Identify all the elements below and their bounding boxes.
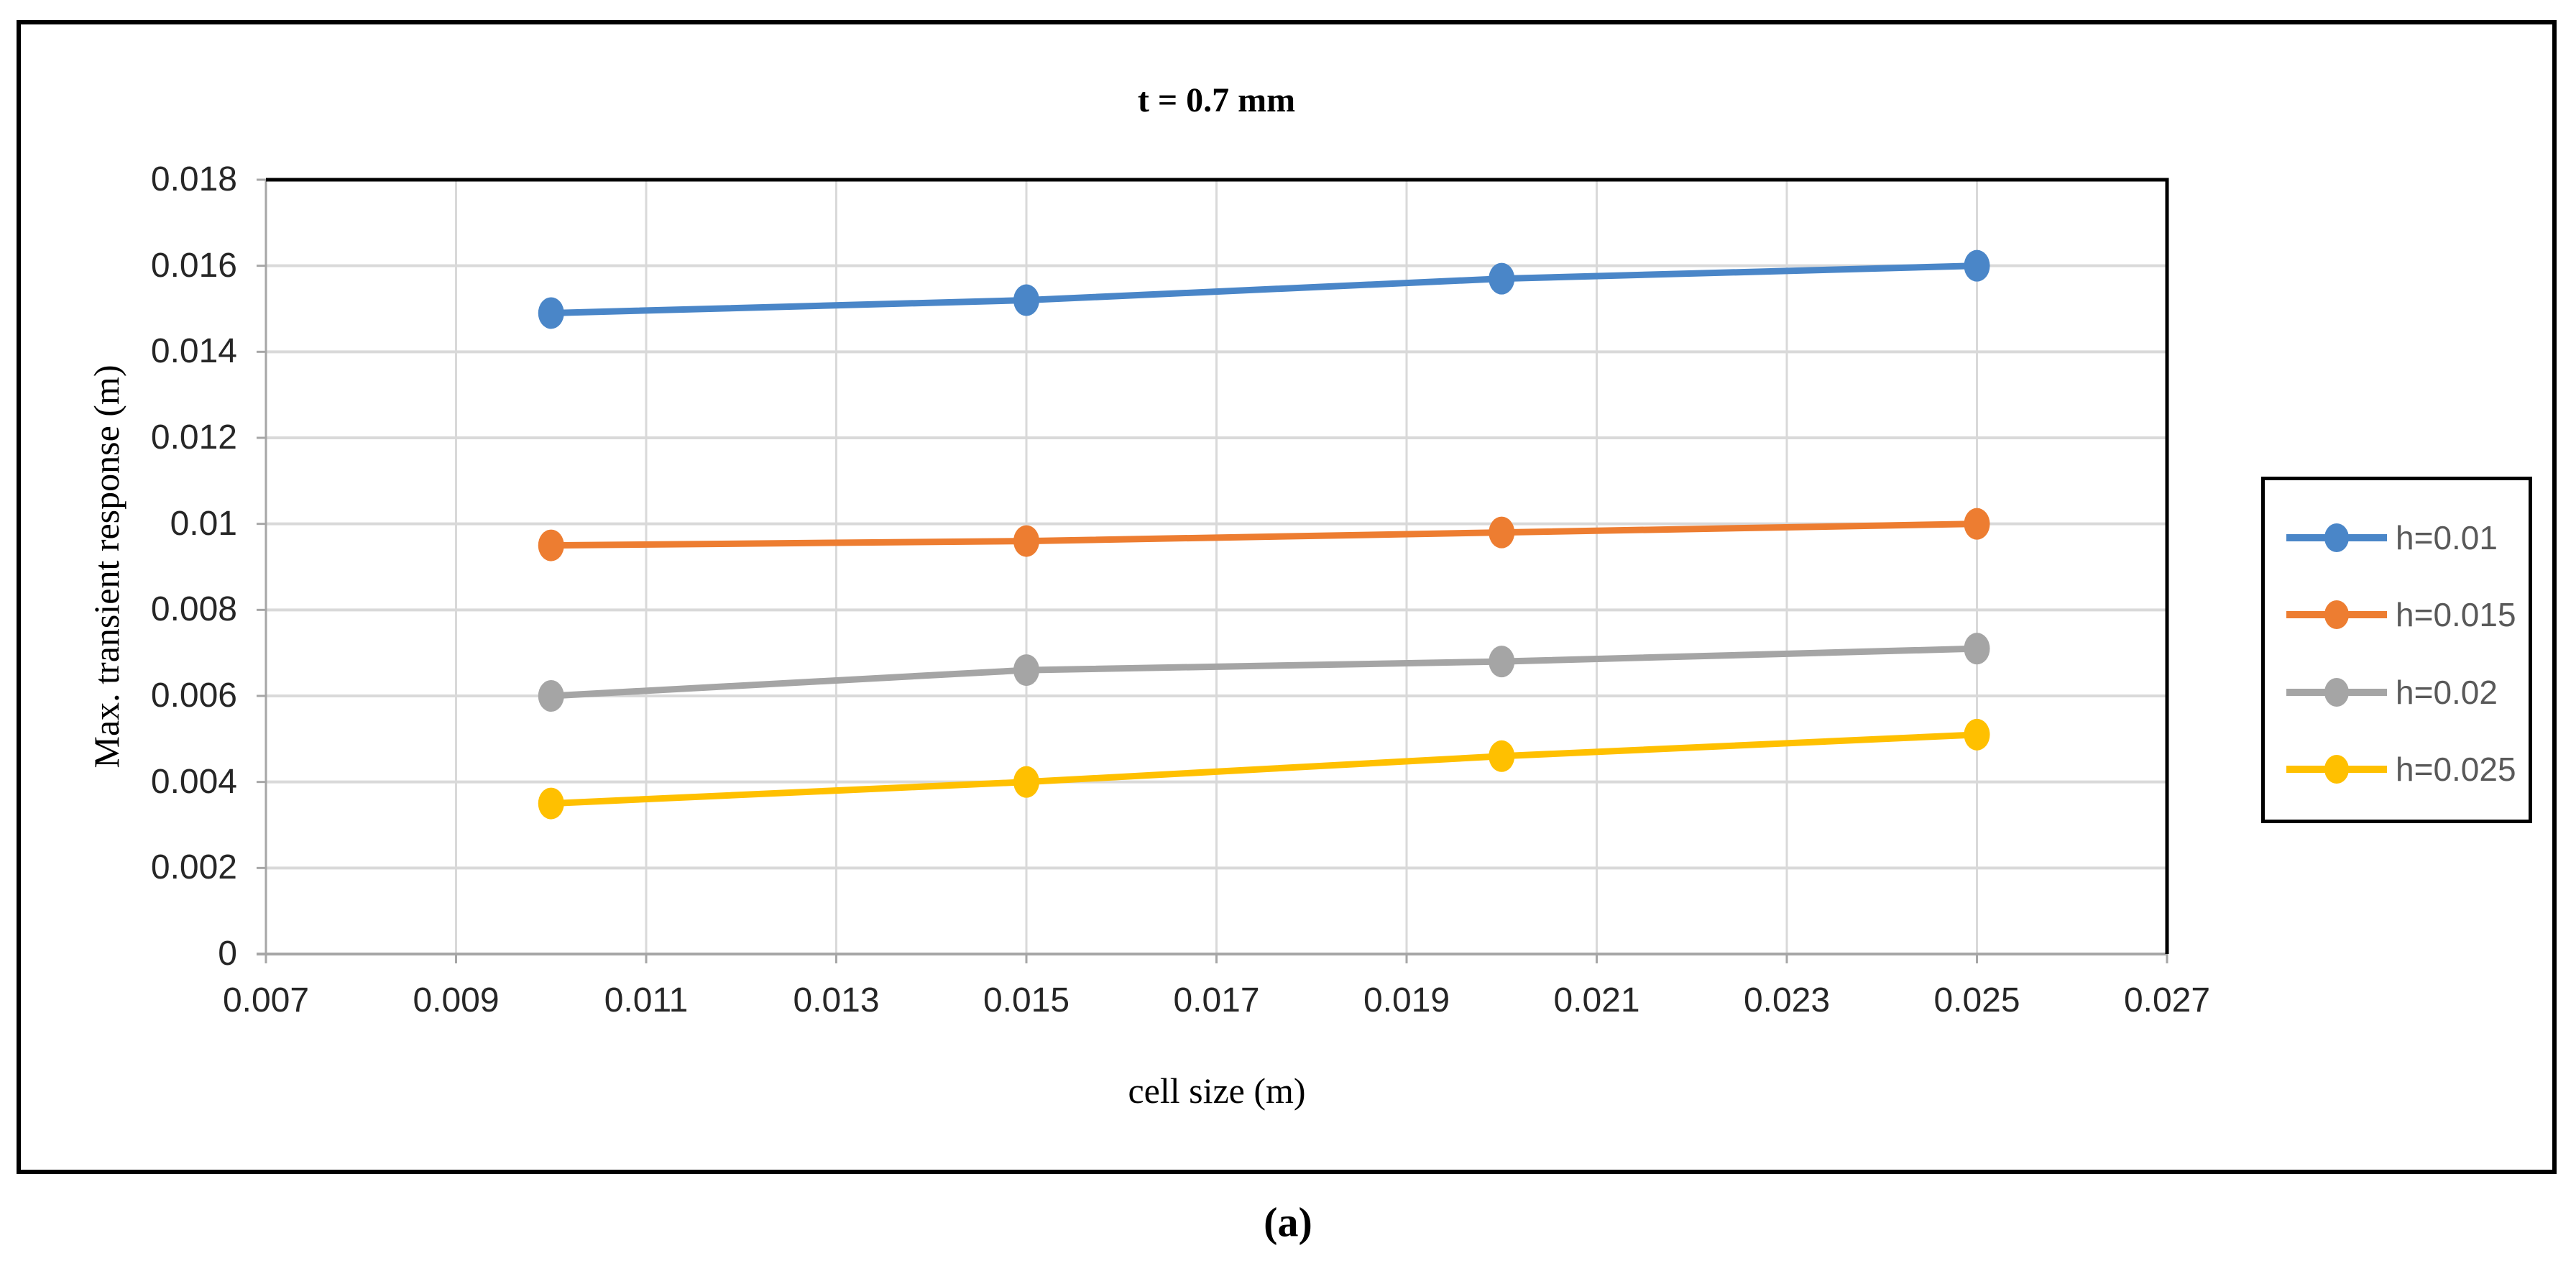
- legend-marker-icon: [2286, 677, 2387, 707]
- data-point-marker: [1013, 284, 1039, 316]
- y-tick-label: 0.012: [150, 418, 237, 457]
- gridlines: [266, 180, 2167, 954]
- data-point-marker: [1964, 718, 1990, 751]
- y-tick-label: 0: [218, 935, 237, 973]
- data-point-marker: [538, 529, 564, 561]
- series-h=0.01: [538, 249, 1990, 329]
- x-tick-label: 0.021: [1553, 981, 1640, 1019]
- x-tick-label: 0.015: [983, 981, 1070, 1019]
- legend-item-label: h=0.01: [2396, 518, 2498, 556]
- legend-marker-icon: [2286, 523, 2387, 552]
- data-point-marker: [1013, 766, 1039, 798]
- legend: h=0.01 h=0.015 h=0.02 h=0.025: [2261, 477, 2532, 823]
- y-tick-label: 0.018: [150, 160, 237, 198]
- x-tick-label: 0.009: [413, 981, 500, 1019]
- figure-caption: (a): [1264, 1198, 1312, 1246]
- data-point-marker: [1964, 633, 1990, 665]
- x-axis-title: cell size (m): [1128, 1070, 1306, 1111]
- y-tick-label: 0.014: [150, 332, 237, 371]
- data-point-marker: [1489, 516, 1515, 549]
- figure-border: [17, 20, 2557, 1174]
- data-point-marker: [1013, 525, 1039, 557]
- y-tick-label: 0.006: [150, 677, 237, 715]
- x-tick-label: 0.019: [1363, 981, 1450, 1019]
- legend-item: h=0.02: [2286, 675, 2524, 710]
- series-h=0.02: [538, 633, 1990, 712]
- data-point-marker: [1964, 508, 1990, 540]
- data-point-marker: [1489, 262, 1515, 295]
- legend-item-label: h=0.02: [2396, 673, 2498, 711]
- data-point-marker: [1489, 646, 1515, 678]
- y-tick-label: 0.016: [150, 246, 237, 285]
- legend-item: h=0.01: [2286, 521, 2524, 555]
- data-point-marker: [538, 297, 564, 329]
- x-tick-label: 0.011: [604, 981, 689, 1019]
- legend-marker-icon: [2286, 755, 2387, 784]
- x-tick-label: 0.007: [222, 981, 310, 1019]
- data-point-marker: [1964, 249, 1990, 282]
- y-tick-label: 0.01: [170, 504, 237, 543]
- data-point-marker: [538, 787, 564, 820]
- x-tick-label: 0.013: [793, 981, 880, 1019]
- legend-item-label: h=0.015: [2396, 596, 2516, 634]
- x-tick-label: 0.023: [1743, 981, 1831, 1019]
- x-tick-label: 0.017: [1173, 981, 1260, 1019]
- data-point-marker: [538, 680, 564, 712]
- series-h=0.025: [538, 718, 1990, 820]
- legend-marker-icon: [2286, 600, 2387, 630]
- chart-title: t = 0.7 mm: [1137, 81, 1296, 119]
- y-tick-label: 0.008: [150, 590, 237, 629]
- data-point-marker: [1489, 740, 1515, 772]
- legend-item: h=0.025: [2286, 752, 2524, 787]
- plot-border: [266, 178, 2169, 954]
- x-tick-label: 0.027: [2123, 981, 2211, 1019]
- x-tick-label: 0.025: [1933, 981, 2020, 1019]
- series-h=0.015: [538, 508, 1990, 561]
- y-tick-label: 0.002: [150, 848, 237, 887]
- legend-item-label: h=0.025: [2396, 751, 2516, 789]
- legend-item: h=0.015: [2286, 597, 2524, 632]
- data-point-marker: [1013, 654, 1039, 687]
- axis-ticks: [257, 178, 2168, 963]
- y-tick-label: 0.004: [150, 762, 237, 801]
